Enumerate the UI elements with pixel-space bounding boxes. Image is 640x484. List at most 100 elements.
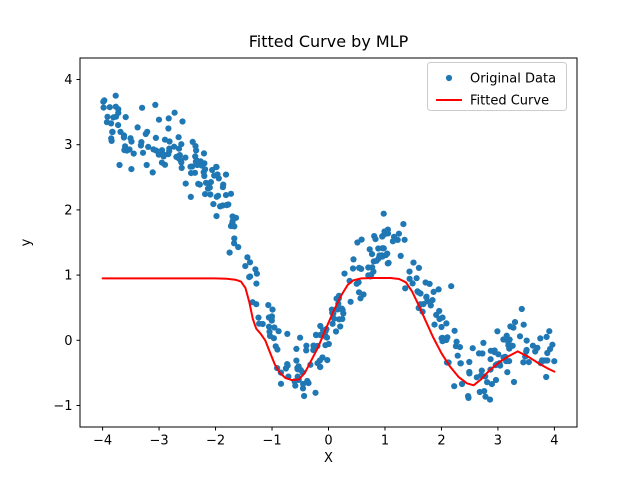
scatter-point xyxy=(322,342,329,349)
x-tick-label: −4 xyxy=(93,434,112,449)
scatter-point xyxy=(116,161,123,169)
scatter-point xyxy=(265,323,273,330)
scatter-point xyxy=(543,373,550,381)
scatter-point xyxy=(229,213,236,220)
scatter-point xyxy=(406,268,413,275)
scatter-point xyxy=(182,154,189,161)
scatter-point xyxy=(165,125,172,132)
y-axis-label: y xyxy=(19,238,34,246)
scatter-point xyxy=(149,169,156,176)
scatter-point xyxy=(336,316,343,323)
scatter-point xyxy=(271,324,278,331)
x-tick-label: −2 xyxy=(206,434,225,449)
scatter-point xyxy=(444,334,451,341)
scatter-point xyxy=(130,150,137,157)
scatter-point xyxy=(465,394,472,401)
scatter-point xyxy=(223,201,230,209)
scatter-point xyxy=(537,335,544,342)
scatter-point xyxy=(134,124,141,131)
scatter-point xyxy=(160,151,167,158)
scatter-point xyxy=(436,307,443,315)
scatter-point xyxy=(301,392,308,400)
scatter-point xyxy=(202,179,210,186)
scatter-point xyxy=(317,322,324,330)
scatter-point xyxy=(341,270,348,277)
scatter-point xyxy=(166,148,173,155)
scatter-point xyxy=(222,192,230,199)
scatter-point xyxy=(358,236,365,243)
scatter-point xyxy=(400,221,407,228)
scatter-point xyxy=(431,321,438,328)
scatter-point xyxy=(509,342,516,349)
scatter-point xyxy=(385,259,392,266)
scatter-point xyxy=(121,147,128,154)
scatter-point xyxy=(356,264,363,271)
scatter-point xyxy=(106,104,113,111)
scatter-point xyxy=(510,378,518,386)
scatter-point xyxy=(207,191,214,198)
scatter-point xyxy=(409,280,416,287)
x-tick-label: 0 xyxy=(324,434,332,449)
scatter-point xyxy=(410,259,417,266)
scatter-point xyxy=(454,352,461,359)
scatter-point xyxy=(112,92,119,99)
y-tick-label: 3 xyxy=(64,138,72,153)
scatter-point xyxy=(138,139,145,146)
scatter-point xyxy=(110,114,117,121)
scatter-point xyxy=(448,283,455,290)
fitted-curve-line xyxy=(101,277,556,387)
scatter-point xyxy=(332,328,340,335)
scatter-point xyxy=(155,116,163,123)
scatter-point xyxy=(331,315,338,322)
scatter-point xyxy=(206,184,213,191)
scatter-point xyxy=(293,357,300,364)
scatter-point xyxy=(297,334,304,341)
legend-label-original-data: Original Data xyxy=(470,72,556,87)
scatter-point xyxy=(303,347,310,354)
scatter-point xyxy=(292,382,299,389)
scatter-point xyxy=(284,361,291,368)
scatter-point xyxy=(347,298,354,305)
scatter-point xyxy=(222,171,230,178)
scatter-point xyxy=(546,328,553,335)
scatter-point xyxy=(510,324,517,331)
scatter-point xyxy=(520,321,527,328)
scatter-point xyxy=(487,356,494,363)
scatter-point xyxy=(365,264,372,271)
scatter-point xyxy=(200,150,208,157)
scatter-point xyxy=(229,218,236,225)
legend-label-fitted-curve: Fitted Curve xyxy=(470,94,549,109)
scatter-point xyxy=(277,380,285,387)
scatter-point xyxy=(178,159,185,166)
x-tick-label: 1 xyxy=(381,434,389,449)
scatter-point xyxy=(265,302,272,309)
scatter-point xyxy=(196,181,203,188)
scatter-point xyxy=(244,254,251,261)
scatter-point xyxy=(415,264,422,271)
scatter-point xyxy=(187,193,194,200)
scatter-point xyxy=(323,334,331,341)
scatter-point xyxy=(443,320,450,327)
scatter-point xyxy=(266,328,273,335)
scatter-point xyxy=(456,344,463,351)
chart-title: Fitted Curve by MLP xyxy=(249,32,409,51)
scatter-point xyxy=(231,235,238,242)
scatter-point xyxy=(112,103,119,110)
scatter-point xyxy=(178,141,185,148)
scatter-point xyxy=(165,115,172,122)
scatter-point xyxy=(430,288,437,295)
scatter-point xyxy=(395,230,402,237)
scatter-point xyxy=(202,191,209,198)
scatter-point xyxy=(210,201,217,208)
scatter-point xyxy=(153,147,160,154)
scatter-point xyxy=(104,113,111,120)
legend: Original Data Fitted Curve xyxy=(427,62,567,111)
scatter-point xyxy=(145,143,152,150)
scatter-point xyxy=(120,134,127,141)
scatter-point xyxy=(372,236,379,243)
scatter-point xyxy=(198,162,205,169)
scatter-point xyxy=(231,223,238,230)
scatter-point xyxy=(457,360,464,367)
